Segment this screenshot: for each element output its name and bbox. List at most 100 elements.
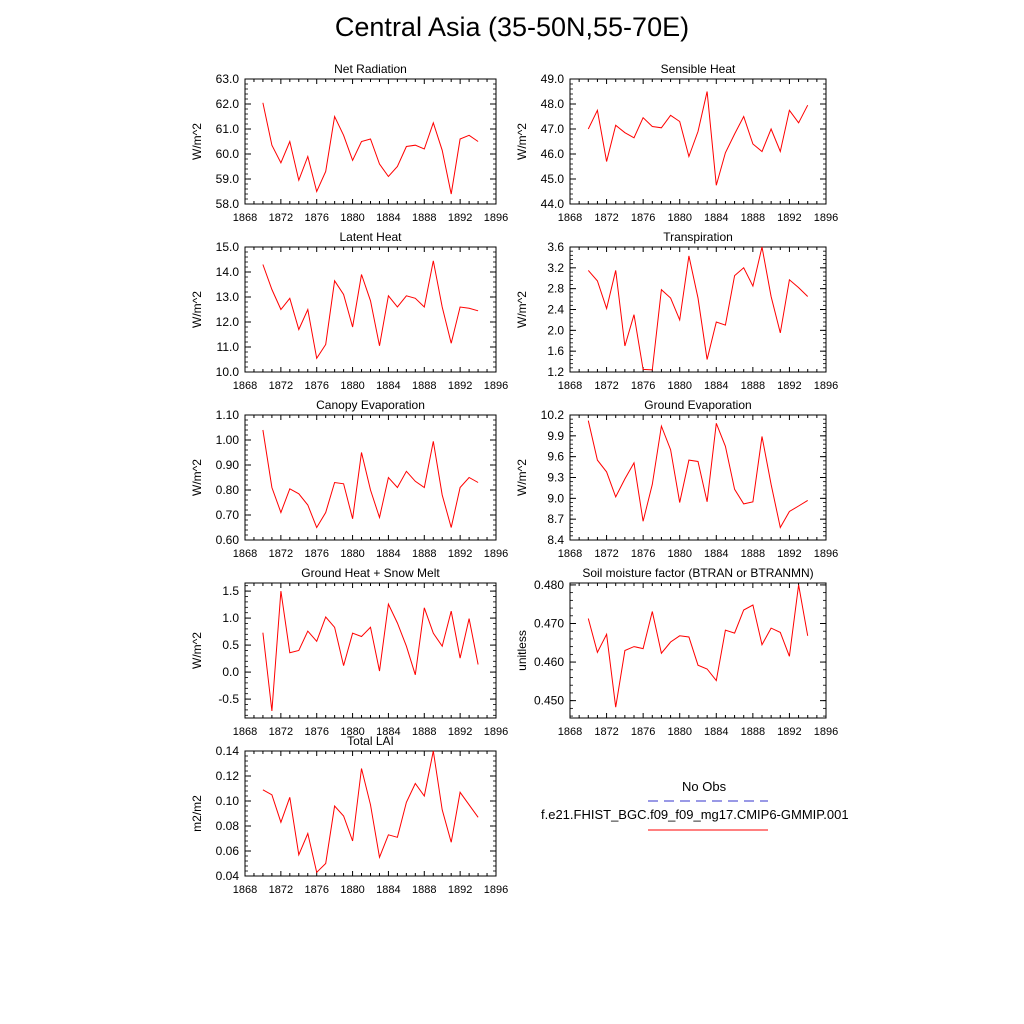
ground-evaporation-ytick-label: 10.2 [541, 408, 565, 422]
canopy-evaporation-xtick-label: 1892 [448, 548, 472, 560]
soil-moisture-factor-btran-or-btranmn-series-line [587, 584, 809, 708]
latent-heat-ytick-label: 14.0 [216, 265, 240, 279]
sensible-heat-xtick-label: 1876 [631, 212, 655, 224]
ground-heat-snow-melt-title: Ground Heat + Snow Melt [301, 566, 440, 580]
latent-heat-xtick-label: 1880 [340, 380, 364, 392]
ground-heat-snow-melt-xtick-label: 1896 [484, 726, 508, 738]
transpiration-ytick-label: 2.8 [547, 282, 564, 296]
sensible-heat-xtick-label: 1884 [704, 212, 728, 224]
canopy-evaporation-frame [244, 414, 497, 541]
transpiration-series-line [587, 246, 809, 371]
ground-heat-snow-melt-ytick-label: 1.0 [222, 611, 239, 625]
latent-heat-xtick-label: 1892 [448, 380, 472, 392]
latent-heat-xtick-label: 1888 [412, 380, 436, 392]
soil-moisture-factor-btran-or-btranmn-ytick-label: 0.480 [534, 578, 564, 592]
transpiration-xtick-label: 1876 [631, 380, 655, 392]
ground-evaporation-ytick-label: 8.7 [547, 512, 564, 526]
ground-evaporation-xtick-label: 1896 [814, 548, 838, 560]
total-lai-xtick-label: 1892 [448, 884, 472, 896]
ground-heat-snow-melt-xtick-label: 1876 [304, 726, 328, 738]
ground-heat-snow-melt-xtick-label: 1892 [448, 726, 472, 738]
soil-moisture-factor-btran-or-btranmn-xtick-label: 1876 [631, 726, 655, 738]
latent-heat-xtick-label: 1868 [233, 380, 257, 392]
transpiration-ytick-label: 2.4 [547, 303, 564, 317]
page-title: Central Asia (35-50N,55-70E) [334, 12, 690, 42]
ground-heat-snow-melt-ytick-label: 1.5 [222, 584, 239, 598]
sensible-heat-frame [569, 78, 827, 205]
transpiration-title: Transpiration [663, 230, 733, 244]
canopy-evaporation-ylabel: W/m^2 [190, 459, 204, 496]
total-lai-ytick-label: 0.04 [216, 869, 240, 883]
net-radiation-ylabel: W/m^2 [190, 123, 204, 160]
ground-heat-snow-melt-xtick-label: 1868 [233, 726, 257, 738]
total-lai-xtick-label: 1888 [412, 884, 436, 896]
total-lai-xtick-label: 1868 [233, 884, 257, 896]
net-radiation-title: Net Radiation [334, 62, 407, 76]
net-radiation-series-line [262, 102, 479, 195]
net-radiation-xtick-label: 1888 [412, 212, 436, 224]
total-lai-ytick-label: 0.10 [216, 794, 240, 808]
total-lai-ytick-label: 0.14 [216, 744, 240, 758]
transpiration-ytick-label: 1.6 [547, 344, 564, 358]
net-radiation-xtick-label: 1884 [376, 212, 400, 224]
total-lai-title: Total LAI [347, 734, 394, 748]
ground-evaporation-xtick-label: 1876 [631, 548, 655, 560]
total-lai-ylabel: m2/m2 [190, 795, 204, 832]
canopy-evaporation-ytick-label: 0.60 [216, 533, 240, 547]
net-radiation-ytick-label: 61.0 [216, 122, 240, 136]
total-lai-ytick-label: 0.06 [216, 844, 240, 858]
net-radiation-xtick-label: 1868 [233, 212, 257, 224]
soil-moisture-factor-btran-or-btranmn-ytick-label: 0.450 [534, 694, 564, 708]
transpiration-xtick-label: 1888 [741, 380, 765, 392]
soil-moisture-factor-btran-or-btranmn-xtick-label: 1896 [814, 726, 838, 738]
latent-heat-ytick-label: 13.0 [216, 290, 240, 304]
sensible-heat-ytick-label: 46.0 [541, 147, 565, 161]
canopy-evaporation-series-line [262, 429, 479, 529]
total-lai-frame [244, 750, 497, 877]
transpiration-frame [569, 246, 827, 373]
sensible-heat-series-line [587, 91, 809, 186]
ground-evaporation-xtick-label: 1872 [594, 548, 618, 560]
canopy-evaporation-xtick-label: 1876 [304, 548, 328, 560]
latent-heat-ytick-label: 10.0 [216, 365, 240, 379]
latent-heat-xtick-label: 1896 [484, 380, 508, 392]
canopy-evaporation-xtick-label: 1884 [376, 548, 400, 560]
soil-moisture-factor-btran-or-btranmn-xtick-label: 1884 [704, 726, 728, 738]
total-lai-ytick-label: 0.08 [216, 819, 240, 833]
transpiration-xtick-label: 1896 [814, 380, 838, 392]
latent-heat-ylabel: W/m^2 [190, 291, 204, 328]
sensible-heat-title: Sensible Heat [661, 62, 736, 76]
latent-heat-ytick-label: 12.0 [216, 315, 240, 329]
net-radiation-xtick-label: 1872 [269, 212, 293, 224]
sensible-heat-xtick-label: 1892 [777, 212, 801, 224]
soil-moisture-factor-btran-or-btranmn-ytick-label: 0.470 [534, 617, 564, 631]
ground-evaporation-series-line [587, 420, 808, 529]
canopy-evaporation-ytick-label: 1.10 [216, 408, 240, 422]
net-radiation-xtick-label: 1880 [340, 212, 364, 224]
ground-heat-snow-melt-xtick-label: 1884 [376, 726, 400, 738]
canopy-evaporation-xtick-label: 1868 [233, 548, 257, 560]
sensible-heat-xtick-label: 1868 [558, 212, 582, 224]
transpiration-ytick-label: 3.6 [547, 240, 564, 254]
canopy-evaporation-title: Canopy Evaporation [316, 398, 425, 412]
canopy-evaporation-ytick-label: 0.70 [216, 508, 240, 522]
ground-evaporation-xtick-label: 1892 [777, 548, 801, 560]
canopy-evaporation-ytick-label: 1.00 [216, 433, 240, 447]
sensible-heat-xtick-label: 1896 [814, 212, 838, 224]
sensible-heat-ytick-label: 48.0 [541, 97, 565, 111]
net-radiation-xtick-label: 1876 [304, 212, 328, 224]
sensible-heat-ylabel: W/m^2 [515, 123, 529, 160]
soil-moisture-factor-btran-or-btranmn-xtick-label: 1868 [558, 726, 582, 738]
sensible-heat-ytick-label: 45.0 [541, 172, 565, 186]
net-radiation-ytick-label: 59.0 [216, 172, 240, 186]
latent-heat-ytick-label: 15.0 [216, 240, 240, 254]
canopy-evaporation-xtick-label: 1896 [484, 548, 508, 560]
canopy-evaporation-xtick-label: 1880 [340, 548, 364, 560]
transpiration-xtick-label: 1884 [704, 380, 728, 392]
ground-evaporation-xtick-label: 1880 [667, 548, 691, 560]
transpiration-ytick-label: 2.0 [547, 323, 564, 337]
sensible-heat-xtick-label: 1880 [667, 212, 691, 224]
total-lai-xtick-label: 1884 [376, 884, 400, 896]
ground-heat-snow-melt-xtick-label: 1872 [269, 726, 293, 738]
